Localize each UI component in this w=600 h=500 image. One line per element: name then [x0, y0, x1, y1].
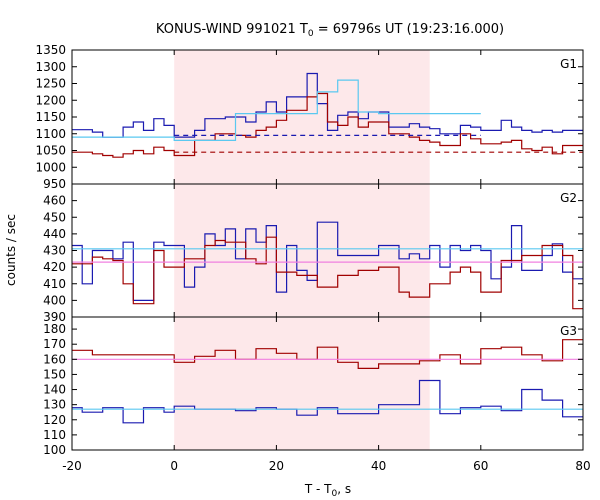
- y-tick-label: 1000: [35, 160, 66, 174]
- y-tick-label: 450: [43, 210, 66, 224]
- chart-title-subscript: 0: [308, 29, 314, 39]
- x-tick-label: -20: [62, 459, 82, 473]
- y-tick-label: 1150: [35, 110, 66, 124]
- chart-title: KONUS-WIND 991021 T0 = 69796s UT (19:23:…: [156, 22, 504, 39]
- panel-label: G1: [560, 57, 577, 71]
- series-blue-1: [72, 379, 583, 424]
- chart-title-rest: = 69796s UT (19:23:16.000): [314, 22, 504, 37]
- shaded-interval: [174, 317, 430, 450]
- x-axis-label: T - T0, s: [304, 482, 351, 499]
- y-tick-label: 150: [43, 367, 66, 381]
- y-tick-label: 1300: [35, 60, 66, 74]
- y-tick-label: 1200: [35, 93, 66, 107]
- x-axis-label-main: T - T: [304, 482, 332, 496]
- x-tick-label: 40: [371, 459, 386, 473]
- y-tick-label: 1100: [35, 127, 66, 141]
- x-tick-label: 20: [269, 459, 284, 473]
- series-red-1: [72, 92, 583, 158]
- chart-title-main: KONUS-WIND 991021 T: [156, 22, 308, 37]
- series-red-1: [72, 236, 583, 310]
- y-tick-label: 120: [43, 413, 66, 427]
- y-tick-label: 140: [43, 383, 66, 397]
- y-tick-label: 180: [43, 322, 66, 336]
- y-tick-label: 170: [43, 337, 66, 351]
- y-tick-label: 160: [43, 352, 66, 366]
- y-tick-label: 430: [43, 244, 66, 258]
- panel-g1: 950 1000 1050 1100 1150 1200 1250 1300 1350 G1: [35, 43, 584, 191]
- y-tick-label: 420: [43, 260, 66, 274]
- y-tick-label: 950: [43, 177, 66, 191]
- x-tick-label: 0: [170, 459, 178, 473]
- y-tick-label: 100: [43, 443, 66, 457]
- y-tick-label: 460: [43, 194, 66, 208]
- panel-label: G3: [560, 324, 577, 338]
- y-tick-label: 440: [43, 227, 66, 241]
- panels-group: 95010001050110011501200125013001350G1390…: [35, 43, 590, 473]
- x-tick-label: 80: [575, 459, 590, 473]
- y-tick-label: 400: [43, 293, 66, 307]
- x-axis-label-rest: , s: [337, 482, 351, 496]
- y-tick-label: 390: [43, 310, 66, 324]
- y-tick-label: 110: [43, 428, 66, 442]
- y-tick-label: 130: [43, 398, 66, 412]
- y-axis-label: counts / sec: [4, 214, 18, 286]
- shaded-interval: [174, 184, 430, 317]
- y-tick-label: 1050: [35, 144, 66, 158]
- y-tick-label: 410: [43, 277, 66, 291]
- x-axis-label-subscript: 0: [332, 489, 338, 499]
- x-tick-label: 60: [473, 459, 488, 473]
- panel-label: G2: [560, 191, 577, 205]
- panel-g2: 390 400 410 420 430 440 450 460 G2: [43, 183, 584, 324]
- series-lightblue-2: [72, 79, 481, 141]
- shaded-interval: [174, 50, 430, 184]
- y-tick-label: 1350: [35, 43, 66, 57]
- y-tick-label: 1250: [35, 77, 66, 91]
- panel-frame: [71, 316, 584, 451]
- series-blue-0: [72, 72, 583, 138]
